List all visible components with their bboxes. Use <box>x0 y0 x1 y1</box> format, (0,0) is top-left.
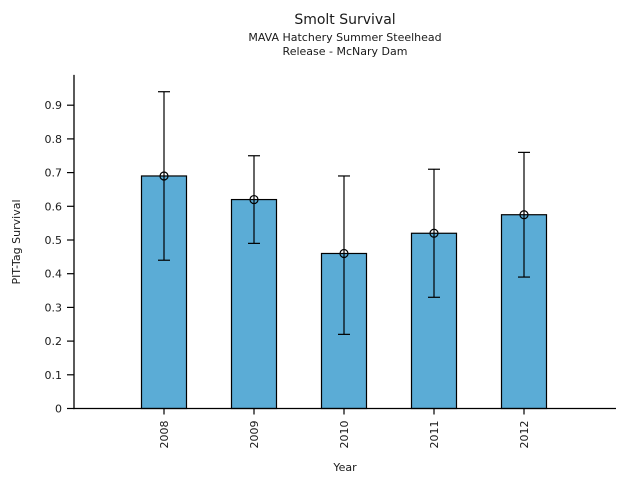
y-tick-label-0.4: 0.4 <box>45 268 63 281</box>
point-marker-2011 <box>429 228 439 238</box>
chart-title: Smolt Survival <box>294 12 396 28</box>
point-marker-2009 <box>249 194 259 205</box>
y-tick-label-0.5: 0.5 <box>45 234 63 247</box>
x-tick-label-2008: 2008 <box>158 421 171 449</box>
x-tick-label-2009: 2009 <box>248 421 261 449</box>
y-tick-label-0.6: 0.6 <box>45 200 63 213</box>
point-marker-2008 <box>159 171 169 181</box>
y-tick-label-0.3: 0.3 <box>45 301 63 314</box>
chart-subtitle-line1: MAVA Hatchery Summer Steelhead <box>248 31 442 44</box>
point-marker-2010 <box>339 248 349 259</box>
y-tick-label-0.7: 0.7 <box>45 167 63 180</box>
y-tick-label-0: 0 <box>55 403 62 416</box>
y-tick-label-0.9: 0.9 <box>45 99 63 112</box>
point-marker-2012 <box>519 210 529 220</box>
y-axis-title: PIT-Tag Survival <box>10 199 23 285</box>
x-tick-label-2012: 2012 <box>518 421 531 449</box>
y-tick-label-0.8: 0.8 <box>45 133 63 146</box>
x-tick-label-2011: 2011 <box>428 421 441 449</box>
y-tick-label-0.2: 0.2 <box>45 335 63 348</box>
y-tick-label-0.1: 0.1 <box>45 369 63 382</box>
chart-subtitle-line2: Release - McNary Dam <box>282 45 408 58</box>
x-tick-label-2010: 2010 <box>338 421 351 449</box>
x-axis-title: Year <box>333 461 357 474</box>
